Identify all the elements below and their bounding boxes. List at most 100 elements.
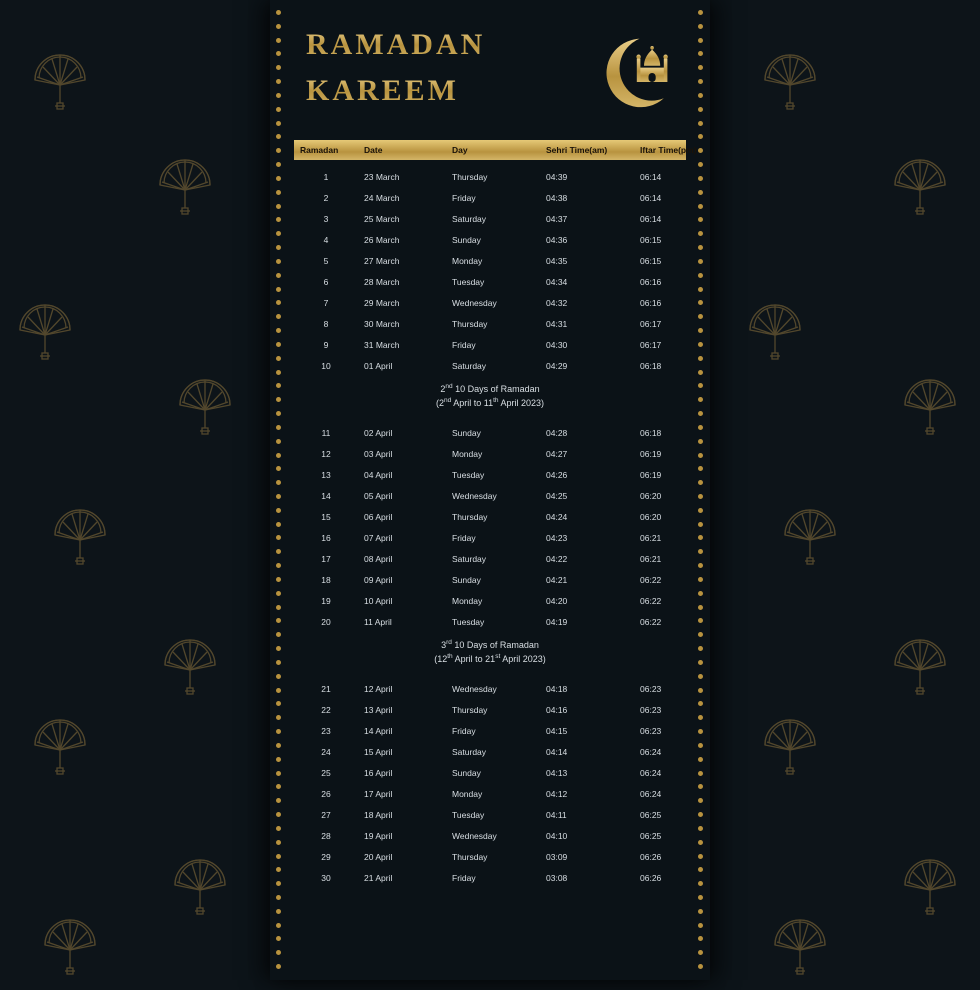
title-block: RAMADAN KAREEM [306, 28, 485, 108]
border-dot [698, 563, 703, 568]
table-cell: 15 [294, 512, 358, 522]
border-dot [698, 854, 703, 859]
border-dot [276, 964, 281, 969]
table-cell: 04:36 [540, 235, 634, 245]
table-cell: 04:13 [540, 768, 634, 778]
table-cell: 14 [294, 491, 358, 501]
table-cell: 06:14 [634, 214, 704, 224]
table-cell: 04:39 [540, 172, 634, 182]
border-dot [698, 577, 703, 582]
table-cell: Thursday [446, 705, 540, 715]
table-cell: 06:18 [634, 361, 704, 371]
border-dot [698, 646, 703, 651]
title-line-1: RAMADAN [306, 28, 485, 62]
table-cell: Tuesday [446, 470, 540, 480]
section-1-rows: 123 MarchThursday04:3906:14224 MarchFrid… [294, 166, 686, 376]
border-dot [276, 674, 281, 679]
table-cell: 06:17 [634, 319, 704, 329]
border-dot [698, 217, 703, 222]
border-dot [698, 439, 703, 444]
border-dot [276, 148, 281, 153]
border-dot [276, 425, 281, 430]
col-ramadan: Ramadan [294, 145, 358, 155]
border-dot [698, 204, 703, 209]
table-cell: 06:15 [634, 256, 704, 266]
timetable: Ramadan Date Day Sehri Time(am) Iftar Ti… [270, 128, 710, 888]
border-dot [698, 840, 703, 845]
table-cell: 06:23 [634, 705, 704, 715]
border-dot [698, 632, 703, 637]
border-dot [698, 287, 703, 292]
fan-ornament-icon [25, 35, 95, 120]
table-cell: 23 March [358, 172, 446, 182]
border-dot [276, 936, 281, 941]
border-dot [698, 300, 703, 305]
border-dot [276, 591, 281, 596]
fan-ornament-icon [885, 620, 955, 705]
table-cell: 06:14 [634, 193, 704, 203]
table-row: 2920 AprilThursday03:0906:26 [294, 846, 686, 867]
border-dot [276, 370, 281, 375]
border-dot [698, 743, 703, 748]
table-cell: Friday [446, 193, 540, 203]
table-cell: 04:10 [540, 831, 634, 841]
border-dot [276, 632, 281, 637]
border-dot [276, 245, 281, 250]
table-row: 628 MarchTuesday04:3406:16 [294, 271, 686, 292]
border-dot [698, 314, 703, 319]
border-dot [698, 383, 703, 388]
table-cell: 17 [294, 554, 358, 564]
table-cell: 04:16 [540, 705, 634, 715]
border-dot [276, 162, 281, 167]
border-dot [698, 259, 703, 264]
border-dot [276, 522, 281, 527]
table-cell: Thursday [446, 852, 540, 862]
header: RAMADAN KAREEM [270, 0, 710, 128]
border-dot [698, 591, 703, 596]
table-cell: 06:23 [634, 726, 704, 736]
border-dot [698, 190, 703, 195]
table-cell: 28 March [358, 277, 446, 287]
table-cell: 13 April [358, 705, 446, 715]
border-dot [698, 867, 703, 872]
table-cell: 04:19 [540, 617, 634, 627]
table-row: 325 MarchSaturday04:3706:14 [294, 208, 686, 229]
border-dot [276, 231, 281, 236]
table-cell: 04:35 [540, 256, 634, 266]
fan-ornament-icon [765, 900, 835, 985]
table-cell: 06:22 [634, 575, 704, 585]
table-cell: 22 [294, 705, 358, 715]
border-dot [698, 425, 703, 430]
fan-ornament-icon [35, 900, 105, 985]
table-cell: 25 [294, 768, 358, 778]
table-cell: Friday [446, 340, 540, 350]
table-cell: 11 [294, 428, 358, 438]
table-cell: 06:22 [634, 596, 704, 606]
table-cell: 13 [294, 470, 358, 480]
table-cell: 04:24 [540, 512, 634, 522]
table-cell: 04:15 [540, 726, 634, 736]
table-cell: 06:25 [634, 831, 704, 841]
section-3-rows: 2112 AprilWednesday04:1806:232213 AprilT… [294, 678, 686, 888]
table-cell: 7 [294, 298, 358, 308]
table-cell: 04:30 [540, 340, 634, 350]
table-cell: 11 April [358, 617, 446, 627]
border-dot [698, 273, 703, 278]
table-cell: 06:24 [634, 768, 704, 778]
table-cell: Thursday [446, 319, 540, 329]
table-cell: 15 April [358, 747, 446, 757]
table-row: 2617 AprilMonday04:1206:24 [294, 783, 686, 804]
border-dot [698, 757, 703, 762]
table-row: 1203 AprilMonday04:2706:19 [294, 443, 686, 464]
border-dot [698, 328, 703, 333]
table-row: 527 MarchMonday04:3506:15 [294, 250, 686, 271]
table-cell: Wednesday [446, 298, 540, 308]
table-cell: 16 April [358, 768, 446, 778]
table-cell: 28 [294, 831, 358, 841]
border-dot [276, 771, 281, 776]
section-2-label: 2nd 10 Days of Ramadan(2nd April to 11th… [294, 376, 686, 416]
table-cell: Monday [446, 449, 540, 459]
table-cell: 06:23 [634, 684, 704, 694]
table-cell: Sunday [446, 428, 540, 438]
table-cell: 30 March [358, 319, 446, 329]
